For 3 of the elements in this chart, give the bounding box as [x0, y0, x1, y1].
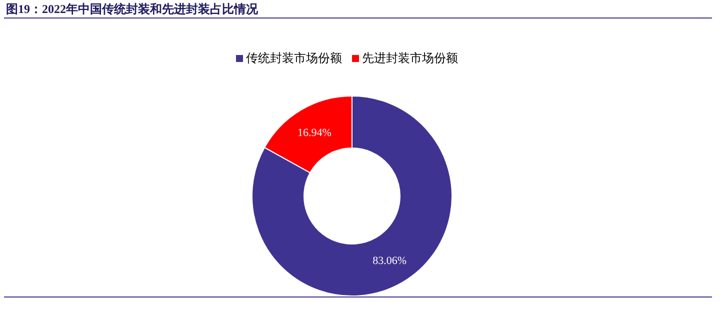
legend-label: 传统封装市场份额: [246, 51, 342, 65]
legend-label: 先进封装市场份额: [362, 51, 458, 65]
title: 图19：2022年中国传统封装和先进封装占比情况: [6, 2, 258, 16]
